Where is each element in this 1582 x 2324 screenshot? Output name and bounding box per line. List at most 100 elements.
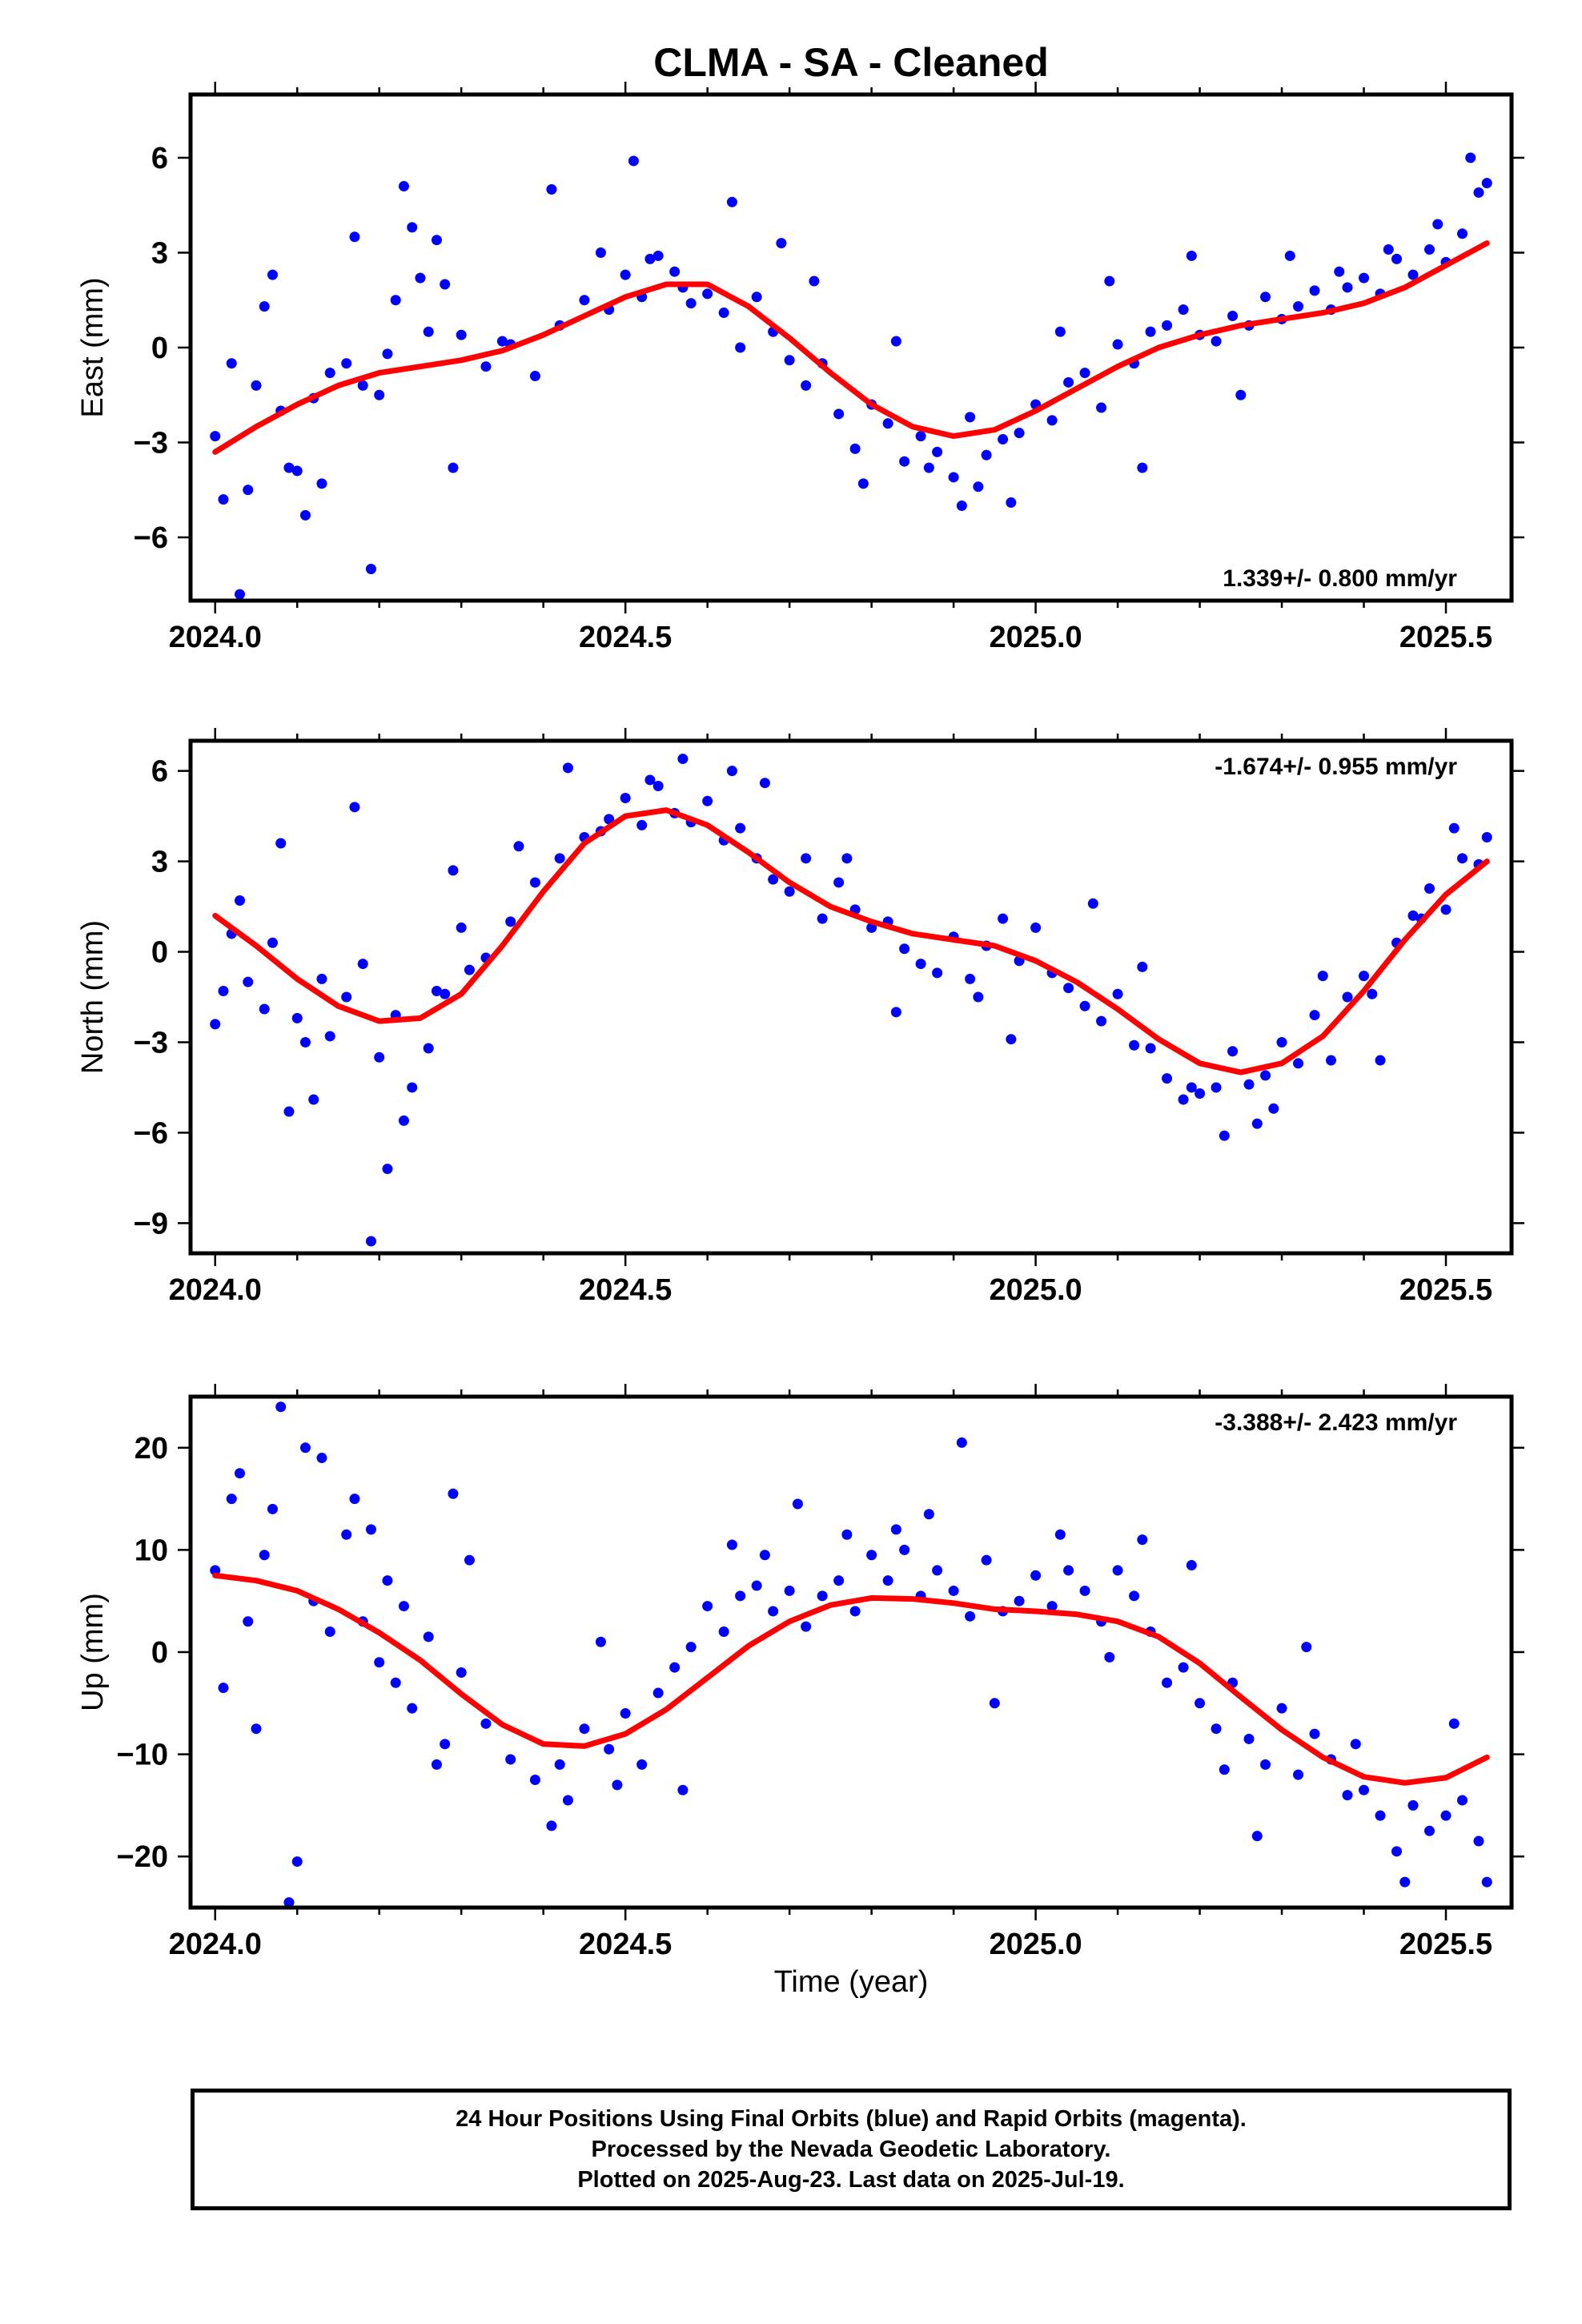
data-point (1448, 822, 1460, 834)
data-point (1063, 1565, 1074, 1576)
data-point (899, 456, 910, 467)
data-point (636, 819, 648, 830)
data-point (529, 371, 540, 382)
data-point (1440, 904, 1452, 915)
data-point (218, 1683, 229, 1694)
data-point (899, 943, 910, 955)
data-point (817, 1590, 828, 1602)
data-point (1407, 269, 1419, 280)
data-point (595, 247, 606, 258)
data-point (407, 1703, 418, 1714)
data-point (841, 853, 853, 864)
data-point (480, 1718, 492, 1729)
data-point (349, 802, 360, 813)
y-tick-label: 20 (135, 1432, 168, 1466)
data-point (243, 485, 254, 496)
data-point (726, 196, 737, 207)
data-point (612, 1779, 623, 1791)
data-point (1359, 1784, 1370, 1795)
data-point (866, 1550, 877, 1561)
y-tick-label: 6 (151, 142, 168, 175)
data-point (1137, 1534, 1148, 1546)
data-point (1375, 1055, 1386, 1066)
data-point (1112, 339, 1123, 350)
data-point (283, 462, 295, 473)
y-axis-label: East (mm) (76, 277, 110, 417)
data-point (1293, 1769, 1304, 1780)
data-point (357, 380, 368, 391)
x-tick-label: 2024.0 (169, 1273, 262, 1307)
data-point (357, 959, 368, 970)
data-point (776, 238, 787, 249)
x-tick-label: 2024.0 (169, 1928, 262, 1961)
data-point (1096, 402, 1107, 413)
data-point (423, 326, 434, 337)
data-point (1342, 1790, 1353, 1801)
data-point (1367, 988, 1378, 999)
data-point (923, 462, 934, 473)
data-point (1219, 1764, 1230, 1775)
data-point (1096, 1015, 1107, 1027)
footer-line-3: Plotted on 2025-Aug-23. Last data on 202… (577, 2167, 1125, 2193)
data-point (431, 1759, 442, 1770)
points-group (210, 1401, 1492, 1908)
data-point (841, 1529, 853, 1540)
data-point (398, 1601, 409, 1612)
y-axis-label: North (mm) (76, 920, 110, 1074)
data-point (1079, 1585, 1090, 1596)
data-point (669, 266, 681, 277)
y-tick-label: 0 (151, 332, 168, 365)
data-point (735, 822, 746, 834)
data-point (669, 1662, 681, 1673)
data-point (1342, 991, 1353, 1003)
data-point (801, 1621, 812, 1632)
data-point (1457, 1795, 1468, 1806)
data-point (652, 1687, 664, 1699)
x-tick-label: 2025.0 (989, 1928, 1082, 1961)
data-point (1383, 244, 1394, 255)
data-point (1301, 1642, 1312, 1653)
data-point (218, 985, 229, 996)
data-point (890, 1524, 901, 1535)
data-point (365, 1524, 376, 1535)
data-point (784, 355, 795, 366)
y-tick-label: 0 (151, 936, 168, 970)
data-point (291, 1012, 303, 1023)
data-point (620, 793, 631, 804)
data-point (965, 1610, 976, 1622)
data-point (1473, 187, 1484, 198)
data-point (636, 1759, 648, 1770)
data-point (1186, 250, 1197, 261)
x-tick-label: 2025.0 (989, 1273, 1082, 1307)
footer-line-1: 24 Hour Positions Using Final Orbits (bl… (456, 2106, 1247, 2132)
data-point (1112, 1565, 1123, 1576)
data-point (529, 877, 540, 888)
data-point (210, 431, 221, 442)
data-point (407, 1082, 418, 1093)
data-point (1054, 326, 1066, 337)
data-point (702, 795, 713, 806)
data-point (702, 1601, 713, 1612)
data-point (382, 1575, 393, 1586)
data-point (496, 336, 508, 347)
data-point (1359, 272, 1370, 283)
points-group (210, 754, 1492, 1247)
data-point (1014, 1595, 1025, 1606)
data-point (456, 329, 467, 340)
data-point (546, 1820, 557, 1831)
data-point (1235, 389, 1247, 400)
data-point (456, 922, 467, 933)
x-tick-label: 2024.5 (579, 1928, 672, 1961)
data-point (407, 222, 418, 233)
data-point (923, 1509, 934, 1520)
data-point (1006, 1034, 1017, 1045)
data-point (1186, 1560, 1197, 1571)
data-point (1186, 1082, 1197, 1093)
data-point (1473, 1835, 1484, 1847)
data-point (226, 1494, 237, 1505)
data-point (448, 462, 459, 473)
data-point (1284, 250, 1295, 261)
data-point (1334, 266, 1345, 277)
data-point (890, 1007, 901, 1018)
data-point (324, 1626, 335, 1637)
